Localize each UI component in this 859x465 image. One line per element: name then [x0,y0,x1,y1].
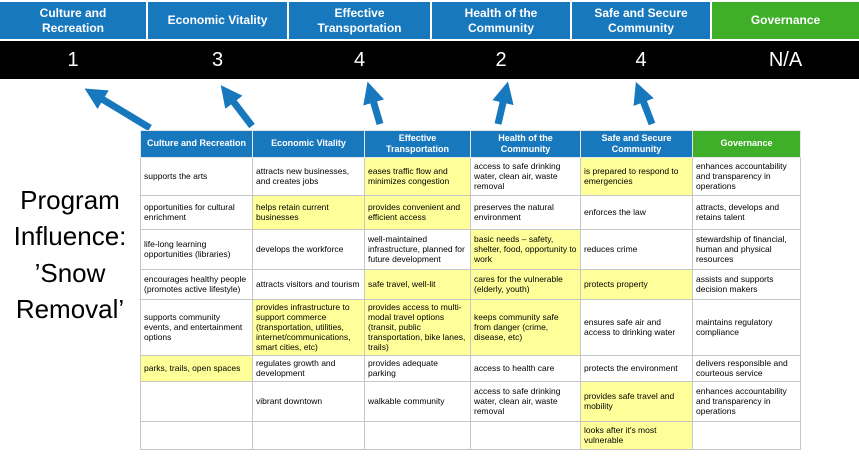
matrix-cell: walkable community [364,380,471,422]
banner-economic-vitality: Economic Vitality [148,2,287,39]
matrix-cell [692,420,801,450]
arrow-icon-5 [633,81,656,126]
score-culture-and-recreation: 1 [67,48,79,71]
influence-matrix: Culture and Recreation Economic Vitality E… [140,130,801,450]
matrix-row: parks, trails, open spaces regulates grow… [140,354,801,382]
matrix-cell-highlighted: is prepared to respond to emergencies [580,156,693,196]
banner-health-of-the-community: Health of the Community [432,2,570,39]
matrix-cell [140,420,253,450]
matrix-cell-highlighted: provides infrastructure to support comme… [252,298,365,356]
matrix-cell: supports community events, and entertain… [140,298,253,356]
matrix-cell: supports the arts [140,156,253,196]
matrix-cell [470,420,581,450]
matrix-cell: enforces the law [580,194,693,230]
matrix-cell: maintains regulatory compliance [692,298,801,356]
matrix-cell-highlighted: provides access to multi-modal travel op… [364,298,471,356]
matrix-cell: preserves the natural environment [470,194,581,230]
matrix-row: supports the arts attracts new businesses… [140,156,801,196]
matrix-cell: provides adequate parking [364,354,471,382]
matrix-cell-highlighted: parks, trails, open spaces [140,354,253,382]
score-health-of-the-community: 2 [495,48,507,71]
matrix-cell: ensures safe air and access to drinking … [580,298,693,356]
matrix-cell: enhances accountability and transparency… [692,380,801,422]
matrix-header-0: Culture and Recreation [140,130,253,158]
matrix-row: supports community events, and entertain… [140,298,801,356]
matrix-cell: assists and supports decision makers [692,268,801,300]
matrix-cell-highlighted: safe travel, well-lit [364,268,471,300]
matrix-cell: attracts new businesses, and creates job… [252,156,365,196]
matrix-header-1: Economic Vitality [252,130,365,158]
matrix-header-5: Governance [692,130,801,158]
matrix-cell: develops the workforce [252,228,365,270]
matrix-cell [140,380,253,422]
arrow-icon-3 [363,81,385,125]
matrix-header-row: Culture and Recreation Economic Vitality E… [140,130,801,158]
matrix-cell: delivers responsible and courteous servi… [692,354,801,382]
program-influence-label: Program Influence: ’Snow Removal’ [13,185,127,325]
matrix-cell-highlighted: basic needs – safety, shelter, food, opp… [470,228,581,270]
matrix-cell-highlighted: protects property [580,268,693,300]
matrix-cell: encourages healthy people (promotes acti… [140,268,253,300]
matrix-cell: enhances accountability and transparency… [692,156,801,196]
matrix-cell-highlighted: keeps community safe from danger (crime,… [470,298,581,356]
matrix-row: life-long learning opportunities (librar… [140,228,801,270]
arrow-icon-4 [492,81,514,125]
score-safe-and-secure-community: 4 [635,48,647,71]
matrix-cell [252,420,365,450]
matrix-cell [364,420,471,450]
banner-safe-and-secure-community: Safe and Secure Community [572,2,710,39]
matrix-header-4: Safe and Secure Community [580,130,693,158]
matrix-row: vibrant downtown walkable community access… [140,380,801,422]
matrix-cell: opportunities for cultural enrichment [140,194,253,230]
score-effective-transportation: 4 [353,48,366,71]
matrix-cell-highlighted: cares for the vulnerable (elderly, youth… [470,268,581,300]
matrix-row: encourages healthy people (promotes acti… [140,268,801,300]
matrix-row: opportunities for cultural enrichment hel… [140,194,801,230]
arrow-icon-2 [220,85,255,129]
matrix-cell: well-maintained infrastructure, planned … [364,228,471,270]
matrix-cell: vibrant downtown [252,380,365,422]
matrix-header-3: Health of the Community [470,130,581,158]
matrix-cell: regulates growth and development [252,354,365,382]
matrix-cell: stewardship of financial, human and phys… [692,228,801,270]
matrix-cell-highlighted: eases traffic flow and minimizes congest… [364,156,471,196]
matrix-cell: access to safe drinking water, clean air… [470,380,581,422]
matrix-row: looks after it's most vulnerable [140,420,801,450]
arrow-icon-1 [84,88,152,131]
matrix-cell: reduces crime [580,228,693,270]
banner-culture-and-recreation: Culture and Recreation [0,2,146,39]
matrix-cell-highlighted: helps retain current businesses [252,194,365,230]
matrix-cell: attracts, develops and retains talent [692,194,801,230]
matrix-cell-highlighted: looks after it's most vulnerable [580,420,693,450]
score-economic-vitality: 3 [211,48,224,71]
matrix-body: supports the arts attracts new businesses… [140,156,801,450]
banner-governance: Governance [712,2,859,39]
matrix-cell: attracts visitors and tourism [252,268,365,300]
top-banner: Culture and Recreation Economic Vitality… [0,2,859,39]
matrix-cell-highlighted: provides convenient and efficient access [364,194,471,230]
matrix-header-2: Effective Transportation [364,130,471,158]
score-band: 1 3 4 2 4 N/A [0,41,859,79]
banner-effective-transportation: Effective Transportation [289,2,430,39]
matrix-cell-highlighted: provides safe travel and mobility [580,380,693,422]
matrix-cell: access to safe drinking water, clean air… [470,156,581,196]
score-governance: N/A [768,48,803,71]
matrix-cell: life-long learning opportunities (librar… [140,228,253,270]
matrix-cell: protects the environment [580,354,693,382]
matrix-cell: access to health care [470,354,581,382]
